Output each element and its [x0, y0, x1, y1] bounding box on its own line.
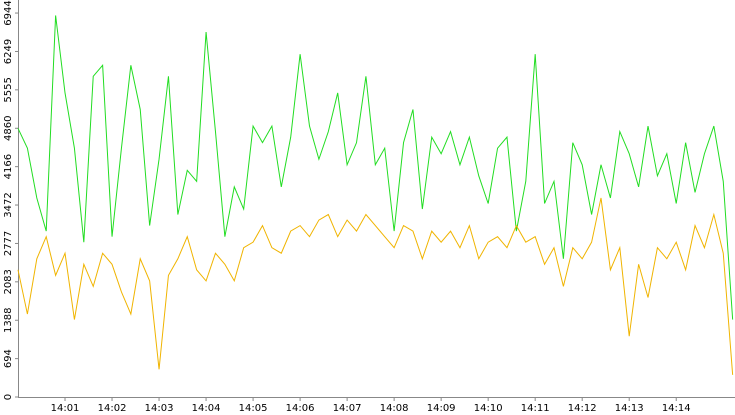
x-tick-label: 14:02 [98, 403, 127, 414]
y-tick-label: 2083 [3, 269, 14, 294]
x-tick-label: 14:14 [662, 403, 691, 414]
y-tick-label: 1388 [3, 308, 14, 333]
y-tick-label: 6249 [3, 39, 14, 64]
series-line [17, 15, 734, 320]
y-tick-label: 0 [3, 394, 14, 400]
y-tick-label: 4860 [3, 116, 14, 141]
x-tick-label: 14:05 [239, 403, 268, 414]
x-tick-label: 14:06 [286, 403, 315, 414]
x-tick-label: 14:01 [51, 403, 80, 414]
x-tick-label: 14:09 [427, 403, 456, 414]
y-tick-label: 694 [3, 349, 14, 368]
x-tick-label: 14:04 [192, 403, 221, 414]
y-tick-label: 3472 [3, 192, 14, 217]
x-tick-label: 14:10 [474, 403, 503, 414]
series-line [17, 197, 734, 375]
y-tick-label: 6944 [3, 0, 14, 25]
x-tick-label: 14:12 [568, 403, 597, 414]
x-tick-label: 14:13 [615, 403, 644, 414]
x-tick-label: 14:03 [145, 403, 174, 414]
y-tick-label: 4166 [3, 154, 14, 179]
y-tick-label: 2777 [3, 231, 14, 256]
y-tick-label: 5555 [3, 77, 14, 102]
x-tick-label: 14:11 [521, 403, 550, 414]
x-tick-label: 14:07 [333, 403, 362, 414]
x-tick-label: 14:08 [380, 403, 409, 414]
